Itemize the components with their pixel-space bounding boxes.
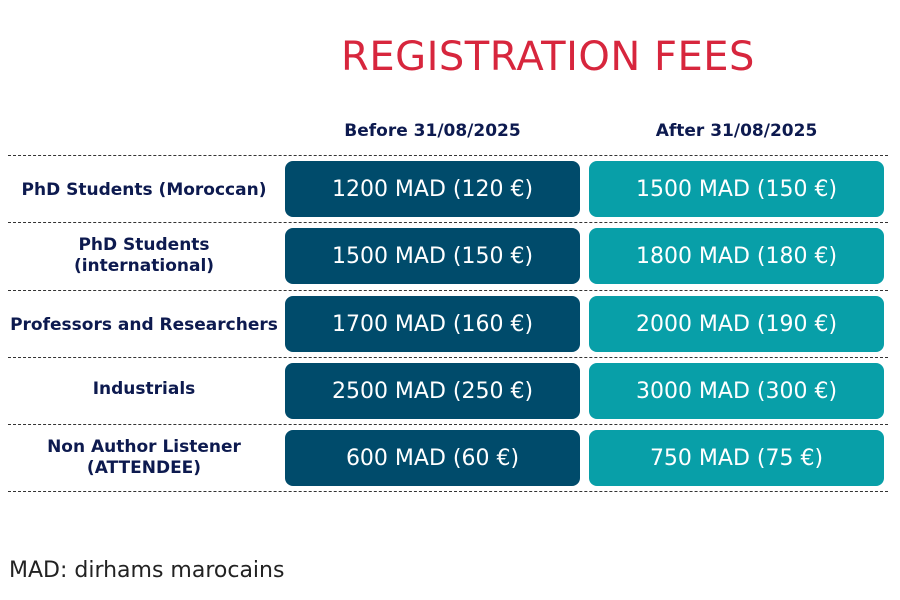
column-header-before: Before 31/08/2025 [344,121,521,141]
currency-footnote: MAD: dirhams marocains [9,558,285,583]
fee-cell-after: 1500 MAD (150 €) [589,161,884,217]
row-separator [8,491,888,492]
fee-cell-before: 1500 MAD (150 €) [285,228,580,284]
fee-cell-before: 1200 MAD (120 €) [285,161,580,217]
page-title: REGISTRATION FEES [341,34,755,80]
fee-row-label: Industrials [92,378,196,399]
fee-cell-after: 1800 MAD (180 €) [589,228,884,284]
fee-row-label: PhD Students (Moroccan) [21,179,267,200]
fee-cell-after: 3000 MAD (300 €) [589,363,884,419]
row-separator [8,155,888,156]
fee-row-label: Non Author Listener (ATTENDEE) [47,437,241,478]
row-separator [8,290,888,291]
row-separator [8,424,888,425]
column-header-after: After 31/08/2025 [655,121,818,141]
row-separator [8,222,888,223]
fee-cell-after: 2000 MAD (190 €) [589,296,884,352]
fee-row-label: PhD Students (international) [73,235,215,276]
fee-cell-before: 600 MAD (60 €) [285,430,580,486]
fee-row-label: Professors and Researchers [10,314,278,335]
fee-cell-before: 2500 MAD (250 €) [285,363,580,419]
row-separator [8,357,888,358]
fee-cell-after: 750 MAD (75 €) [589,430,884,486]
fee-cell-before: 1700 MAD (160 €) [285,296,580,352]
